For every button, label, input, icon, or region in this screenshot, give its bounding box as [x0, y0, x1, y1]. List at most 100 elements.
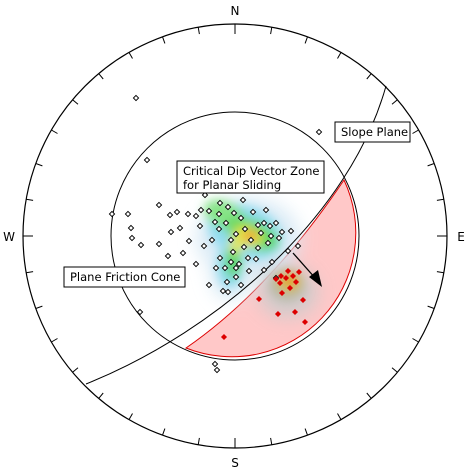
critical-pole-marker [284, 267, 292, 275]
pole-marker [254, 221, 262, 229]
tick-mark [72, 99, 79, 105]
critical-pole-marker [301, 318, 309, 326]
tick-mark [304, 36, 308, 44]
pole-marker [127, 224, 135, 232]
tick-mark [197, 437, 200, 445]
tick-mark [162, 428, 166, 436]
tick-mark [427, 305, 435, 309]
tick-mark [51, 129, 58, 134]
pole-marker [268, 258, 276, 266]
critical-pole-marker [299, 296, 307, 304]
critical-pole-marker [292, 278, 300, 286]
critical-pole-marker [286, 284, 294, 292]
pole-marker [232, 230, 240, 238]
critical-pole-marker [278, 289, 286, 297]
pole-marker [222, 219, 230, 227]
friction-cone-circle [110, 111, 360, 361]
tick-mark [128, 413, 133, 420]
critical-pole-marker [295, 268, 303, 276]
pole-marker [284, 247, 292, 255]
svg-text:Critical Dip Vector Zone: Critical Dip Vector Zone [183, 164, 319, 178]
pole-marker [219, 287, 227, 295]
tick-mark [26, 271, 34, 274]
tick-mark [162, 36, 166, 44]
pole-marker [224, 203, 232, 211]
tick-mark [391, 99, 398, 105]
critical-pole-marker [255, 295, 263, 303]
pole-marker [212, 264, 220, 272]
pole-marker [211, 360, 219, 368]
pole-marker [235, 260, 243, 268]
pole-marker [224, 288, 232, 296]
pole-marker [232, 264, 240, 272]
pole-marker [230, 209, 238, 217]
pole-marker [227, 258, 235, 266]
pole-marker [215, 225, 223, 233]
pole-marker [229, 248, 237, 256]
pole-marker [166, 211, 174, 219]
critical-zone-label: Critical Dip Vector Zone for Planar Slid… [176, 160, 325, 194]
pole-marker [254, 244, 262, 252]
pole-marker [239, 196, 247, 204]
critical-pole-marker [277, 272, 285, 280]
pole-marker [205, 281, 213, 289]
critical-pole-marker [220, 333, 228, 341]
pole-marker [232, 273, 240, 281]
pole-marker [108, 210, 116, 218]
tick-mark [337, 52, 342, 59]
pole-marker [244, 254, 252, 262]
pole-marker [249, 208, 257, 216]
pole-marker [192, 212, 200, 220]
pole-marker [155, 240, 163, 248]
pole-marker [173, 208, 181, 216]
tick-mark [391, 367, 398, 373]
tick-mark [26, 198, 34, 201]
pole-marker [241, 225, 249, 233]
pole-marker [272, 219, 280, 227]
compass-north: N [231, 4, 240, 18]
tick-mark [197, 27, 200, 35]
primitive-tick-marks [23, 24, 447, 448]
tick-mark [72, 367, 79, 373]
pole-marker [260, 219, 268, 227]
pole-marker [192, 260, 200, 268]
pole-marker [262, 206, 270, 214]
pole-marker [315, 128, 323, 136]
pole-marker [211, 218, 219, 226]
pole-marker [215, 210, 223, 218]
tick-mark [304, 428, 308, 436]
pole-marker [216, 199, 224, 207]
pole-marker [216, 254, 224, 262]
critical-pole-marker [291, 308, 299, 316]
pole-marker [179, 249, 187, 257]
tick-mark [412, 129, 419, 134]
tick-mark [337, 413, 342, 420]
pole-marker [275, 234, 283, 242]
compass-east: E [457, 230, 465, 244]
pole-marker [132, 94, 140, 102]
tick-mark [366, 73, 372, 80]
tick-mark [412, 338, 419, 343]
pole-marker [143, 156, 151, 164]
pole-marker [245, 267, 253, 275]
pole-marker [287, 227, 295, 235]
tick-mark [51, 338, 58, 343]
pole-marker [200, 242, 208, 250]
tick-mark [270, 27, 273, 35]
tick-mark [35, 305, 43, 309]
pole-marker [247, 236, 255, 244]
slope-plane-label: Slope Plane [334, 121, 411, 143]
pole-marker [128, 234, 136, 242]
pole-marker [213, 366, 221, 374]
pole-marker [124, 210, 132, 218]
compass-south: S [231, 456, 239, 470]
critical-pole-markers [220, 267, 309, 341]
pole-marker [137, 241, 145, 249]
pole-marker [197, 206, 205, 214]
pole-marker [223, 278, 231, 286]
svg-text:Slope Plane: Slope Plane [341, 125, 408, 139]
tick-mark [436, 198, 444, 201]
pole-marker [201, 191, 209, 199]
tick-mark [270, 437, 273, 445]
